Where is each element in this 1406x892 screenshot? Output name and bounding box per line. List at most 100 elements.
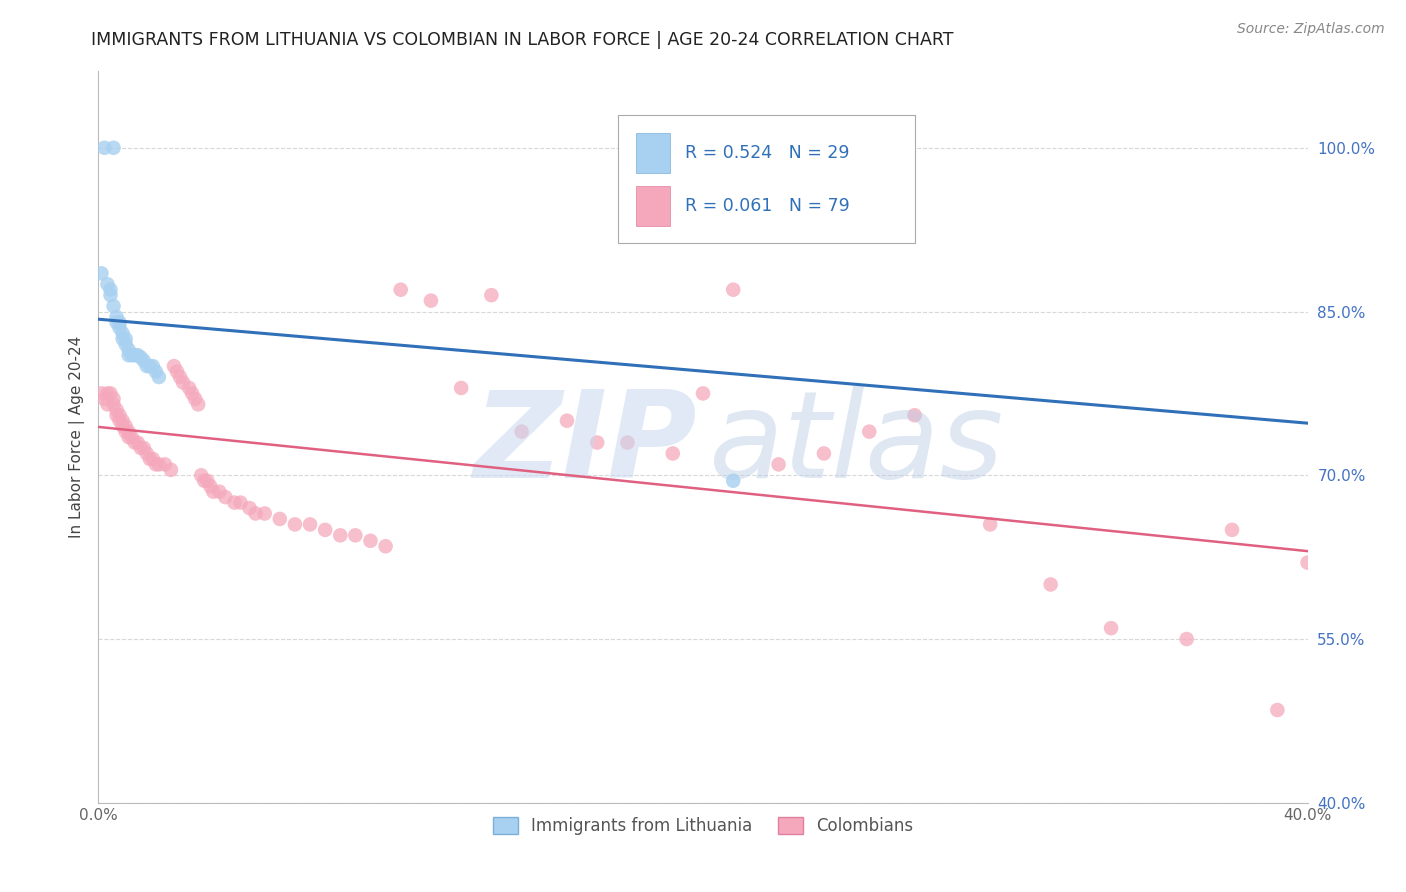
- Point: [858, 425, 880, 439]
- Point: [121, 430, 143, 444]
- Point: [111, 414, 134, 428]
- Point: [105, 315, 128, 329]
- FancyBboxPatch shape: [637, 186, 671, 226]
- Point: [124, 348, 146, 362]
- Point: [100, 386, 122, 401]
- Point: [96, 277, 118, 292]
- Point: [202, 484, 225, 499]
- Point: [105, 310, 128, 324]
- Point: [723, 283, 745, 297]
- Point: [111, 419, 134, 434]
- Point: [148, 370, 170, 384]
- Point: [114, 419, 136, 434]
- Point: [127, 348, 149, 362]
- FancyBboxPatch shape: [619, 115, 915, 244]
- Point: [1296, 556, 1319, 570]
- Point: [208, 484, 231, 499]
- Point: [768, 458, 790, 472]
- Point: [118, 430, 141, 444]
- Point: [239, 501, 262, 516]
- Point: [181, 386, 204, 401]
- Point: [96, 386, 118, 401]
- Y-axis label: In Labor Force | Age 20-24: In Labor Force | Age 20-24: [69, 336, 84, 538]
- Text: Source: ZipAtlas.com: Source: ZipAtlas.com: [1237, 22, 1385, 37]
- Point: [127, 435, 149, 450]
- Point: [132, 353, 155, 368]
- Point: [90, 266, 112, 280]
- Point: [214, 490, 236, 504]
- Point: [135, 359, 157, 373]
- Point: [179, 381, 201, 395]
- Point: [145, 365, 167, 379]
- Point: [142, 451, 165, 466]
- Point: [389, 283, 412, 297]
- Point: [135, 446, 157, 460]
- Point: [555, 414, 578, 428]
- Legend: Immigrants from Lithuania, Colombians: Immigrants from Lithuania, Colombians: [486, 811, 920, 842]
- Point: [253, 507, 276, 521]
- Point: [420, 293, 443, 308]
- Point: [224, 495, 246, 509]
- Point: [111, 326, 134, 341]
- Point: [1267, 703, 1289, 717]
- Point: [142, 359, 165, 373]
- Point: [299, 517, 322, 532]
- Point: [360, 533, 382, 548]
- Point: [661, 446, 683, 460]
- Point: [105, 409, 128, 423]
- Point: [160, 463, 183, 477]
- Point: [108, 409, 131, 423]
- Point: [132, 441, 155, 455]
- Point: [193, 474, 215, 488]
- Point: [153, 458, 176, 472]
- Point: [139, 359, 162, 373]
- Text: IMMIGRANTS FROM LITHUANIA VS COLOMBIAN IN LABOR FORCE | AGE 20-24 CORRELATION CH: IMMIGRANTS FROM LITHUANIA VS COLOMBIAN I…: [91, 31, 953, 49]
- Point: [103, 397, 125, 411]
- Point: [284, 517, 307, 532]
- Point: [229, 495, 252, 509]
- Point: [166, 365, 188, 379]
- Point: [118, 425, 141, 439]
- Point: [510, 425, 533, 439]
- Point: [114, 425, 136, 439]
- Point: [190, 468, 212, 483]
- Point: [314, 523, 336, 537]
- Point: [616, 435, 638, 450]
- Point: [148, 458, 170, 472]
- Point: [118, 343, 141, 357]
- Point: [692, 386, 714, 401]
- Point: [129, 351, 152, 365]
- Point: [979, 517, 1001, 532]
- Point: [172, 376, 194, 390]
- Point: [139, 451, 162, 466]
- Point: [103, 392, 125, 406]
- Point: [676, 217, 699, 231]
- Point: [586, 435, 609, 450]
- Point: [124, 435, 146, 450]
- Point: [121, 348, 143, 362]
- Point: [105, 402, 128, 417]
- Point: [904, 409, 927, 423]
- Point: [344, 528, 367, 542]
- Point: [129, 441, 152, 455]
- Point: [145, 458, 167, 472]
- Point: [118, 348, 141, 362]
- Point: [100, 283, 122, 297]
- Text: R = 0.061   N = 79: R = 0.061 N = 79: [685, 197, 849, 215]
- Point: [481, 288, 503, 302]
- Point: [108, 315, 131, 329]
- Point: [96, 397, 118, 411]
- Point: [114, 337, 136, 351]
- Point: [100, 288, 122, 302]
- Point: [245, 507, 267, 521]
- Point: [450, 381, 472, 395]
- Point: [1039, 577, 1062, 591]
- Text: R = 0.524   N = 29: R = 0.524 N = 29: [685, 144, 849, 161]
- Point: [111, 332, 134, 346]
- Point: [108, 321, 131, 335]
- Point: [200, 479, 222, 493]
- Point: [187, 397, 209, 411]
- Point: [93, 392, 115, 406]
- Point: [374, 539, 396, 553]
- Point: [103, 299, 125, 313]
